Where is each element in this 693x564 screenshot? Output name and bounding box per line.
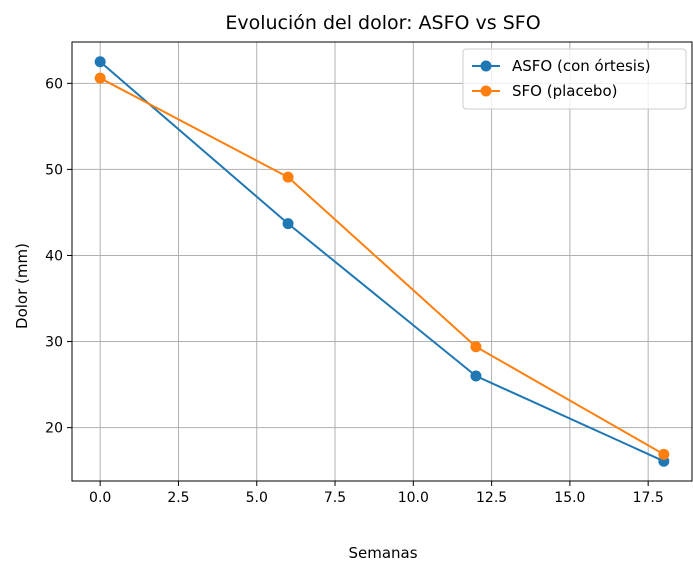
- series-line: [99, 77, 665, 456]
- data-point: [282, 171, 294, 183]
- series-line: [99, 61, 665, 463]
- legend-item: ASFO (con órtesis): [472, 57, 651, 75]
- legend-marker: [480, 85, 492, 97]
- x-tick-label: 12.5: [476, 490, 507, 506]
- x-tick-label: 2.5: [167, 490, 189, 506]
- legend-box: [462, 48, 687, 110]
- y-tick-label: 30: [45, 335, 63, 351]
- chart-title: Evolución del dolor: ASFO vs SFO: [225, 12, 540, 34]
- x-tick-label: 15.0: [554, 490, 585, 506]
- series-2: [94, 72, 670, 460]
- plot-area-frame: [71, 41, 693, 482]
- legend-label: ASFO (con órtesis): [512, 57, 651, 75]
- y-axis-label: Dolor (mm): [13, 243, 31, 329]
- y-tick-label: 20: [45, 421, 63, 437]
- data-point: [282, 218, 294, 230]
- axis-ticks: 0.0 2.5 5.0 7.5 10.0 12.5 15.0 17.5 20 30 40 50 60: [45, 76, 664, 506]
- data-point: [470, 370, 482, 382]
- x-tick-label: 7.5: [324, 490, 346, 506]
- data-point: [94, 56, 106, 68]
- series-layer: [94, 56, 670, 467]
- x-axis-label: Semanas: [348, 544, 417, 562]
- legend-label: SFO (placebo): [512, 82, 617, 100]
- y-tick-label: 40: [45, 248, 63, 264]
- y-tick-label: 60: [45, 76, 63, 92]
- x-tick-label: 10.0: [398, 490, 429, 506]
- data-point: [94, 72, 106, 84]
- x-tick-label: 5.0: [246, 490, 268, 506]
- data-point: [470, 341, 482, 353]
- y-tick-label: 50: [45, 162, 63, 178]
- data-point: [658, 448, 670, 460]
- legend-marker: [480, 60, 492, 72]
- legend: ASFO (con órtesis) SFO (placebo): [462, 48, 687, 110]
- x-tick-label: 17.5: [633, 490, 664, 506]
- legend-item: SFO (placebo): [472, 82, 617, 100]
- x-tick-label: 0.0: [89, 490, 111, 506]
- series-1: [94, 56, 670, 467]
